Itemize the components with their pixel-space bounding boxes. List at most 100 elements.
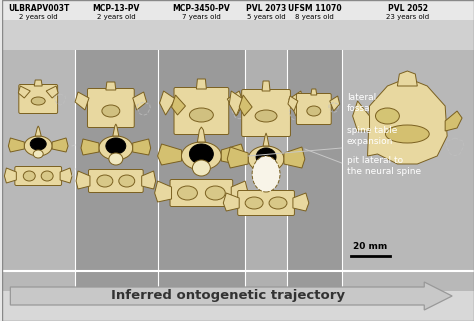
Polygon shape [76,171,90,189]
Polygon shape [35,126,41,136]
Polygon shape [353,101,370,131]
Ellipse shape [269,197,287,209]
Polygon shape [239,95,252,116]
FancyBboxPatch shape [174,88,229,134]
Polygon shape [227,91,243,115]
Polygon shape [160,91,175,115]
Text: 2 years old: 2 years old [19,14,58,20]
Polygon shape [60,168,72,183]
Ellipse shape [190,108,213,122]
Polygon shape [196,79,206,89]
Polygon shape [223,193,239,211]
Polygon shape [18,86,30,98]
Text: UFSM 11070: UFSM 11070 [288,4,341,13]
Text: MCP-13-PV: MCP-13-PV [92,4,140,13]
Text: 7 years old: 7 years old [182,14,221,20]
FancyBboxPatch shape [296,93,331,125]
Ellipse shape [248,146,284,172]
Text: 23 years old: 23 years old [386,14,429,20]
Ellipse shape [99,136,133,160]
FancyBboxPatch shape [15,167,62,186]
Ellipse shape [307,106,321,116]
Text: 5 years old: 5 years old [247,14,285,20]
Polygon shape [293,193,309,211]
Polygon shape [113,124,119,136]
Bar [245,50,287,291]
Polygon shape [445,111,462,131]
Polygon shape [284,147,305,168]
Ellipse shape [192,160,210,176]
Polygon shape [52,138,68,152]
Polygon shape [289,91,303,116]
FancyBboxPatch shape [237,190,294,215]
Polygon shape [172,95,185,115]
Text: PVL 2073: PVL 2073 [246,4,286,13]
Ellipse shape [119,175,135,187]
Bar [2,271,474,321]
Text: pit lateral to
the neural spine: pit lateral to the neural spine [346,156,421,176]
Text: PVL 2052: PVL 2052 [388,4,428,13]
Polygon shape [221,144,245,165]
Polygon shape [197,127,205,142]
Polygon shape [397,71,417,86]
Ellipse shape [33,150,43,158]
Polygon shape [81,139,99,155]
Polygon shape [9,138,24,152]
Ellipse shape [97,175,113,187]
Text: 2 years old: 2 years old [97,14,136,20]
Text: spine table
expansion: spine table expansion [346,126,397,146]
Text: 20 mm: 20 mm [354,242,388,251]
FancyBboxPatch shape [170,179,233,206]
Polygon shape [288,96,298,111]
Ellipse shape [190,144,213,164]
Ellipse shape [182,142,221,170]
Bar [158,50,245,291]
Ellipse shape [256,148,276,166]
Ellipse shape [31,97,45,105]
Ellipse shape [106,138,126,154]
Text: Inferred ontogenetic trajectory: Inferred ontogenetic trajectory [111,290,345,302]
Polygon shape [262,81,270,91]
Polygon shape [311,89,317,95]
Ellipse shape [109,153,123,165]
Polygon shape [34,80,42,86]
Text: lateral
fossa: lateral fossa [346,93,376,113]
FancyBboxPatch shape [88,89,134,127]
Polygon shape [231,181,248,202]
FancyArrow shape [10,282,452,310]
Bar [2,20,474,50]
Text: 8 years old: 8 years old [295,14,334,20]
FancyBboxPatch shape [89,169,143,193]
Ellipse shape [24,136,52,156]
Ellipse shape [385,125,429,143]
Ellipse shape [41,171,53,181]
Polygon shape [330,96,340,111]
Polygon shape [133,92,146,110]
Polygon shape [263,133,269,146]
Polygon shape [133,139,151,155]
Ellipse shape [255,110,277,122]
Ellipse shape [23,171,35,181]
Ellipse shape [102,105,120,117]
Ellipse shape [375,108,400,124]
Polygon shape [367,78,447,164]
Ellipse shape [30,138,46,150]
Bar [2,50,75,291]
Polygon shape [155,181,172,202]
Bar [2,50,474,291]
Polygon shape [46,86,58,98]
Polygon shape [229,91,243,116]
Bar [342,50,474,291]
Polygon shape [4,168,16,183]
Bar [287,50,342,291]
Polygon shape [227,147,248,168]
Text: MCP-3450-PV: MCP-3450-PV [173,4,230,13]
Polygon shape [106,82,116,90]
Bar [75,50,158,291]
Ellipse shape [177,186,197,200]
Polygon shape [75,92,89,110]
FancyBboxPatch shape [242,90,291,136]
Polygon shape [158,144,182,165]
Ellipse shape [252,156,280,192]
Ellipse shape [205,186,225,200]
